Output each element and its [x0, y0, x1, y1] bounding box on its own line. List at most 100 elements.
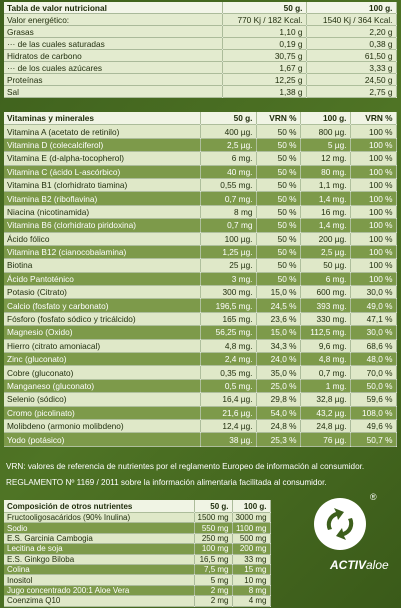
- table-cell: Cromo (picolinato): [4, 406, 201, 420]
- table-cell: Molibdeno (armonio molibdeno): [4, 419, 201, 434]
- table-cell: 50 %: [256, 151, 301, 166]
- table-cell: 5 mg: [194, 574, 233, 586]
- table-row: Biotina 25 µg. 50 % 50 µg. 100 %: [4, 258, 397, 273]
- table-cell: 100 %: [350, 124, 397, 139]
- table-cell: Colina: [4, 564, 195, 576]
- table-cell: 50 %: [256, 138, 301, 153]
- table-row: E.S. Garcinia Cambogia 250 mg 500 mg: [4, 533, 271, 545]
- table-cell: 1,10 g: [222, 25, 307, 38]
- table-cell: 4,8 mg.: [300, 352, 351, 367]
- table-row: E.S. Ginkgo Biloba 16,5 mg 33 mg: [4, 554, 271, 565]
- table-row: ··· de los cuales azúcares 1,67 g 3,33 g: [4, 61, 397, 74]
- table-row: Inositol 5 mg 10 mg: [4, 574, 271, 586]
- table-row: Lecitina de soja 100 mg 200 mg: [4, 543, 271, 555]
- table-cell: 50 %: [256, 205, 301, 220]
- table-row: Colina 7,5 mg 15 mg: [4, 564, 271, 576]
- table-cell: Vitamina D (colecalciferol): [4, 138, 201, 153]
- table-row: Vitamina B1 (clorhidrato tiamina) 0,55 mg…: [4, 178, 397, 193]
- table-row: Vitamina B6 (clorhidrato piridoxina) 0,7 …: [4, 218, 397, 233]
- table-cell: Zinc (gluconato): [4, 352, 201, 367]
- header-cell: Composición de otros nutrientes: [4, 500, 195, 513]
- table-cell: 47,1 %: [350, 312, 397, 327]
- table-cell: 165 mg.: [200, 312, 257, 327]
- header-cell: 50 g.: [200, 112, 257, 126]
- table-cell: 550 mg: [194, 522, 233, 534]
- table-row: Jugo concentrado 200:1 Aloe Vera 2 mg 8 mg: [4, 585, 271, 597]
- table-cell: 61,50 g: [306, 49, 397, 62]
- table-row: Vitamina A (acetato de retinilo) 400 µg. 5…: [4, 124, 397, 139]
- table-cell: 0,35 mg.: [200, 365, 257, 380]
- table-cell: 15,0 %: [256, 285, 301, 300]
- table-cell: 29,8 %: [256, 392, 301, 407]
- table-cell: 12,4 µg.: [200, 419, 257, 434]
- table-cell: 330 mg.: [300, 312, 351, 327]
- table-row: Zinc (gluconato) 2,4 mg. 24,0 % 4,8 mg. 48,0…: [4, 352, 397, 367]
- table-cell: 43,2 µg.: [300, 406, 351, 420]
- table-cell: Vitamina A (acetato de retinilo): [4, 124, 201, 139]
- table-cell: 2,5 µg.: [200, 138, 257, 153]
- table-cell: 24,5 %: [256, 298, 301, 313]
- table-cell: 1,1 mg.: [300, 178, 351, 193]
- table-body: Composición de otros nutrientes 50 g. 100 …: [4, 500, 271, 607]
- table-cell: Vitamina B1 (clorhidrato tiamina): [4, 178, 201, 193]
- table-cell: 49,6 %: [350, 419, 397, 434]
- table-cell: 56,25 mg.: [200, 325, 257, 340]
- table-cell: Calcio (fosfato y carbonato): [4, 298, 201, 313]
- registered-mark: ®: [370, 492, 377, 502]
- header-cell: 50 g.: [222, 2, 307, 14]
- table-row: Sodio 550 mg 1100 mg: [4, 522, 271, 534]
- table-cell: 70,0 %: [350, 365, 397, 380]
- header-cell: VRN %: [256, 112, 301, 126]
- table-row: Vitamina B12 (cianocobalamina) 1,25 µg. 50…: [4, 245, 397, 260]
- table-cell: 2,5 µg.: [300, 245, 351, 260]
- table-row: Vitamina D (colecalciferol) 2,5 µg. 50 % 5 …: [4, 138, 397, 153]
- vitamins-table: Vitaminas y minerales 50 g. VRN % 100 g. VRN…: [4, 112, 397, 447]
- table-row: Molibdeno (armonio molibdeno) 12,4 µg. 24,…: [4, 419, 397, 434]
- table-body: Vitaminas y minerales 50 g. VRN % 100 g. VRN…: [4, 112, 397, 447]
- table-cell: 50 %: [256, 258, 301, 273]
- table-row: Vitamina B2 (riboflavina) 0,7 mg. 50 % 1,4 …: [4, 191, 397, 206]
- table-row: Manganeso (gluconato) 0,5 mg. 25,0 % 1 mg. 5…: [4, 379, 397, 394]
- table-cell: 600 mg.: [300, 285, 351, 300]
- table-cell: Valor energético:: [4, 13, 223, 26]
- table-body: Tabla de valor nutricional 50 g. 100 g. Val…: [4, 2, 397, 98]
- table-cell: 50 µg.: [300, 258, 351, 273]
- table-cell: 3,33 g: [306, 61, 397, 74]
- table-row: Valor energético: 770 Kj / 182 Kcal. 1540 …: [4, 13, 397, 26]
- table-cell: 108,0 %: [350, 406, 397, 420]
- header-cell: 100 g.: [306, 2, 397, 14]
- table-cell: Grasas: [4, 25, 223, 38]
- table-cell: 393 mg.: [300, 298, 351, 313]
- table-cell: 1,4 mg.: [300, 218, 351, 233]
- table-cell: 400 µg.: [200, 124, 257, 139]
- table-row: Vitamina E (d-alpha-tocopherol) 6 mg. 50 %…: [4, 151, 397, 166]
- table-cell: 2,20 g: [306, 25, 397, 38]
- table-cell: 49,0 %: [350, 298, 397, 313]
- table-cell: 1540 Kj / 364 Kcal.: [306, 13, 397, 26]
- table-cell: Hidratos de carbono: [4, 49, 223, 62]
- table-cell: 1,4 mg.: [300, 191, 351, 206]
- header-cell: Tabla de valor nutricional: [4, 2, 223, 14]
- table-cell: 50 %: [256, 124, 301, 139]
- table-cell: 0,38 g: [306, 37, 397, 50]
- table-cell: 500 mg: [232, 533, 271, 545]
- table-cell: 10 mg: [232, 574, 271, 586]
- table-cell: 8 mg: [200, 205, 257, 220]
- table-cell: Sal: [4, 85, 223, 98]
- table-cell: 100 µg.: [200, 232, 257, 246]
- table-cell: 1,38 g: [222, 85, 307, 98]
- table-cell: 30,0 %: [350, 325, 397, 340]
- table-cell: 6 mg.: [300, 272, 351, 287]
- table-cell: 80 mg.: [300, 165, 351, 179]
- nutrition-table: Tabla de valor nutricional 50 g. 100 g. Val…: [4, 2, 397, 98]
- table-cell: 15,0 %: [256, 325, 301, 340]
- table-cell: 30,0 %: [350, 285, 397, 300]
- table-row: Fructooligosacáridos (90% Inulina) 1500 m…: [4, 512, 271, 524]
- table-cell: 33 mg: [232, 554, 271, 565]
- table-cell: 50,0 %: [350, 379, 397, 394]
- table-cell: Cobre (gluconato): [4, 365, 201, 380]
- table-cell: 23,6 %: [256, 312, 301, 327]
- table-cell: Selenio (sódico): [4, 392, 201, 407]
- table-cell: 12,25 g: [222, 73, 307, 86]
